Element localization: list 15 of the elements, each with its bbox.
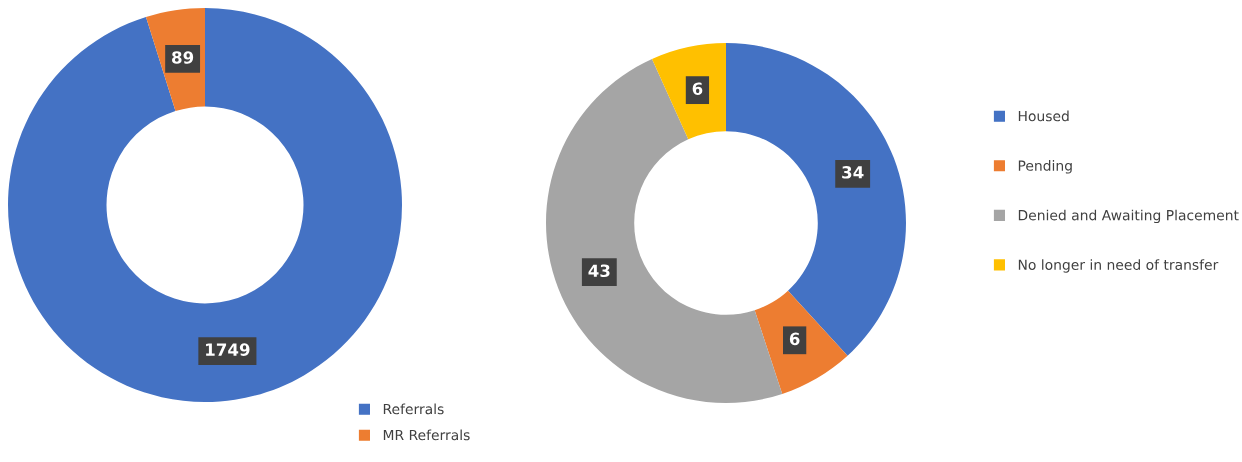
donut-slice [546, 58, 783, 403]
legend-label: No longer in need of transfer [1018, 259, 1219, 273]
legend-label: Denied and Awaiting Placement [1018, 209, 1239, 224]
data-label: 1749 [206, 343, 250, 356]
data-label: 43 [588, 264, 610, 278]
data-label: 6 [789, 332, 800, 346]
data-label: 6 [692, 82, 703, 95]
donut-slice [726, 43, 906, 356]
legend-label: Housed [1018, 110, 1069, 122]
legend-label: MR Referrals [383, 429, 470, 441]
data-label: 89 [172, 51, 194, 64]
legend-label: Pending [1018, 160, 1072, 174]
legend-label: Referrals [383, 403, 444, 415]
donut-slice [8, 8, 402, 402]
data-label: 34 [842, 166, 864, 179]
